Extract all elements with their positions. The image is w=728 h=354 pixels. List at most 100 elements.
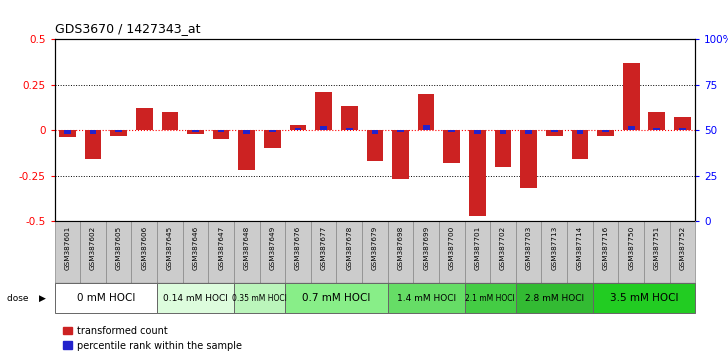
Bar	[577, 130, 583, 134]
Bar	[542, 221, 567, 283]
Bar	[157, 283, 234, 313]
Bar	[499, 130, 507, 134]
Bar	[111, 130, 127, 136]
Text: GSM387676: GSM387676	[295, 226, 301, 270]
Bar	[516, 283, 593, 313]
Bar	[388, 283, 464, 313]
Bar	[414, 221, 439, 283]
Bar	[315, 92, 332, 130]
Bar	[341, 107, 357, 130]
Text: dose: dose	[7, 294, 31, 303]
Text: 0.35 mM HOCl: 0.35 mM HOCl	[232, 294, 287, 303]
Bar	[628, 126, 635, 130]
Text: GSM387646: GSM387646	[192, 226, 199, 270]
Bar	[269, 130, 276, 132]
Bar	[218, 130, 224, 132]
Text: 2.8 mM HOCl: 2.8 mM HOCl	[525, 294, 584, 303]
Bar	[495, 130, 511, 167]
Bar	[243, 130, 250, 134]
Bar	[285, 221, 311, 283]
Text: GSM387606: GSM387606	[141, 226, 147, 270]
Text: GSM387716: GSM387716	[603, 226, 609, 270]
Text: GSM387751: GSM387751	[654, 226, 660, 270]
Bar	[55, 283, 157, 313]
Bar	[490, 221, 516, 283]
Bar	[367, 130, 383, 161]
Bar	[439, 221, 464, 283]
Text: GSM387703: GSM387703	[526, 226, 531, 270]
Text: GSM387648: GSM387648	[244, 226, 250, 270]
Bar	[623, 63, 639, 130]
Bar	[106, 221, 132, 283]
Bar	[618, 221, 644, 283]
Bar	[260, 221, 285, 283]
Bar	[115, 130, 122, 132]
Bar	[132, 221, 157, 283]
Bar	[157, 221, 183, 283]
Bar	[336, 221, 362, 283]
Bar	[371, 130, 379, 134]
Bar	[285, 283, 388, 313]
Text: 0 mM HOCl: 0 mM HOCl	[76, 293, 135, 303]
Text: GSM387602: GSM387602	[90, 226, 96, 270]
Bar	[213, 130, 229, 139]
Bar	[234, 283, 285, 313]
Text: GSM387702: GSM387702	[500, 226, 506, 270]
Text: GSM387679: GSM387679	[372, 226, 378, 270]
Text: GSM387601: GSM387601	[64, 226, 71, 270]
Text: GSM387677: GSM387677	[320, 226, 327, 270]
Bar	[136, 108, 153, 130]
Bar	[311, 221, 336, 283]
Bar	[59, 130, 76, 137]
Text: GSM387701: GSM387701	[475, 226, 480, 270]
Bar	[64, 130, 71, 134]
Bar	[208, 221, 234, 283]
Text: GSM387605: GSM387605	[116, 226, 122, 270]
Bar	[644, 221, 670, 283]
Bar	[80, 221, 106, 283]
Bar	[239, 130, 255, 170]
Text: 0.14 mM HOCl: 0.14 mM HOCl	[163, 294, 228, 303]
Text: GSM387678: GSM387678	[347, 226, 352, 270]
Bar	[516, 221, 542, 283]
Bar	[418, 93, 435, 130]
Text: GSM387647: GSM387647	[218, 226, 224, 270]
Bar	[649, 112, 665, 130]
Bar	[290, 125, 306, 130]
Bar	[295, 128, 301, 130]
Text: GSM387645: GSM387645	[167, 226, 173, 270]
Bar	[546, 130, 563, 136]
Bar	[55, 221, 80, 283]
Bar	[90, 130, 96, 134]
Bar	[679, 128, 686, 130]
Bar	[464, 283, 516, 313]
Text: 0.7 mM HOCl: 0.7 mM HOCl	[302, 293, 371, 303]
Bar	[84, 130, 101, 159]
Bar	[670, 221, 695, 283]
Bar	[602, 130, 609, 132]
Text: GSM387714: GSM387714	[577, 226, 583, 270]
Bar	[423, 125, 430, 130]
Bar	[474, 130, 480, 134]
Bar	[464, 221, 490, 283]
Bar	[521, 130, 537, 188]
Bar	[192, 130, 199, 132]
Text: GSM387700: GSM387700	[448, 226, 455, 270]
Bar	[469, 130, 486, 216]
Text: GSM387698: GSM387698	[397, 226, 403, 270]
Text: GSM387750: GSM387750	[628, 226, 634, 270]
Bar	[187, 130, 204, 134]
Legend: transformed count, percentile rank within the sample: transformed count, percentile rank withi…	[60, 322, 246, 354]
Text: 2.1 mM HOCl: 2.1 mM HOCl	[465, 294, 515, 303]
Text: 1.4 mM HOCl: 1.4 mM HOCl	[397, 294, 456, 303]
Bar	[320, 126, 327, 130]
Bar	[567, 221, 593, 283]
Bar	[593, 283, 695, 313]
Bar	[346, 128, 352, 130]
Bar	[593, 221, 618, 283]
Bar	[597, 130, 614, 136]
Bar	[392, 130, 409, 179]
Bar	[674, 117, 691, 130]
Bar	[388, 221, 414, 283]
Bar	[448, 130, 455, 132]
